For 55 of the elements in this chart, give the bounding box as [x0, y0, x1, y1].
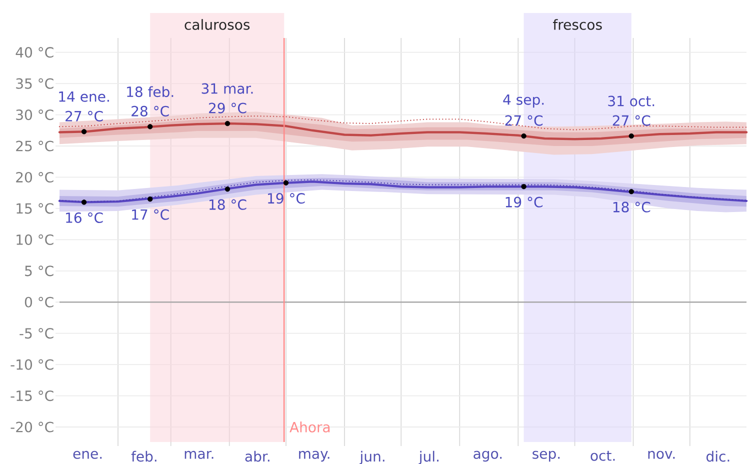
annotation: 4 sep.	[503, 94, 544, 108]
data-label: 16 °C	[66, 212, 103, 224]
y-tick-label: 0 °C	[24, 296, 54, 308]
y-tick-label: -5 °C	[20, 328, 54, 339]
point	[521, 133, 526, 139]
point	[628, 188, 634, 194]
data-label: 29 °C	[208, 102, 246, 114]
x-tick-label: mar.	[184, 450, 214, 459]
x-tick-label: sep.	[532, 450, 560, 462]
ref-line-label: Ahora	[290, 422, 330, 432]
x-tick-label: oct.	[590, 450, 615, 461]
y-tick-label: 40 °C	[16, 47, 54, 58]
x-tick-label: feb.	[131, 450, 156, 462]
data-label: 27 °C	[505, 115, 543, 126]
point	[521, 184, 526, 190]
band-label: calurosos	[184, 19, 250, 30]
band-label: frescos	[553, 19, 602, 30]
y-tick-label: 15 °C	[16, 203, 54, 214]
annotation: 31 mar.	[202, 83, 253, 94]
y-tick-label: -10 °C	[10, 359, 54, 370]
annotation: 14 ene.	[59, 91, 109, 102]
y-tick-label: -15 °C	[10, 390, 54, 402]
y-tick-label: 30 °C	[16, 109, 54, 120]
data-label: 27 °C	[66, 110, 103, 122]
y-tick-label: 5 °C	[25, 266, 54, 276]
x-tick-label: jul.	[418, 450, 438, 464]
point	[148, 124, 153, 130]
x-tick-label: nov.	[648, 450, 675, 459]
point	[81, 200, 87, 205]
point	[283, 180, 289, 186]
y-tick-label: -20 °C	[10, 422, 54, 432]
data-label: 19 °C	[268, 193, 305, 204]
x-tick-label: dic.	[706, 450, 730, 462]
x-tick-label: jun.	[360, 450, 384, 464]
data-label: 28 °C	[132, 106, 169, 116]
x-tick-label: ago.	[474, 450, 502, 462]
data-label: 18 °C	[613, 202, 650, 212]
data-label: 27 °C	[612, 115, 650, 126]
x-tick-label: ene.	[73, 450, 102, 459]
x-tick-label: may.	[299, 450, 330, 462]
data-label: 18 °C	[209, 199, 246, 210]
point	[224, 186, 230, 192]
y-tick-label: 20 °C	[16, 172, 54, 183]
point	[81, 129, 87, 134]
y-tick-label: 25 °C	[16, 140, 54, 152]
point	[148, 196, 153, 202]
data-label: 19 °C	[506, 196, 543, 208]
y-tick-label: 35 °C	[16, 78, 54, 89]
annotation: 31 oct.	[608, 96, 654, 106]
x-tick-label: abr.	[245, 450, 270, 462]
annotation: 18 feb.	[127, 86, 174, 98]
point	[628, 133, 634, 139]
point	[224, 120, 230, 126]
data-label: 17 °C	[132, 209, 169, 220]
y-tick-label: 10 °C	[16, 234, 54, 245]
